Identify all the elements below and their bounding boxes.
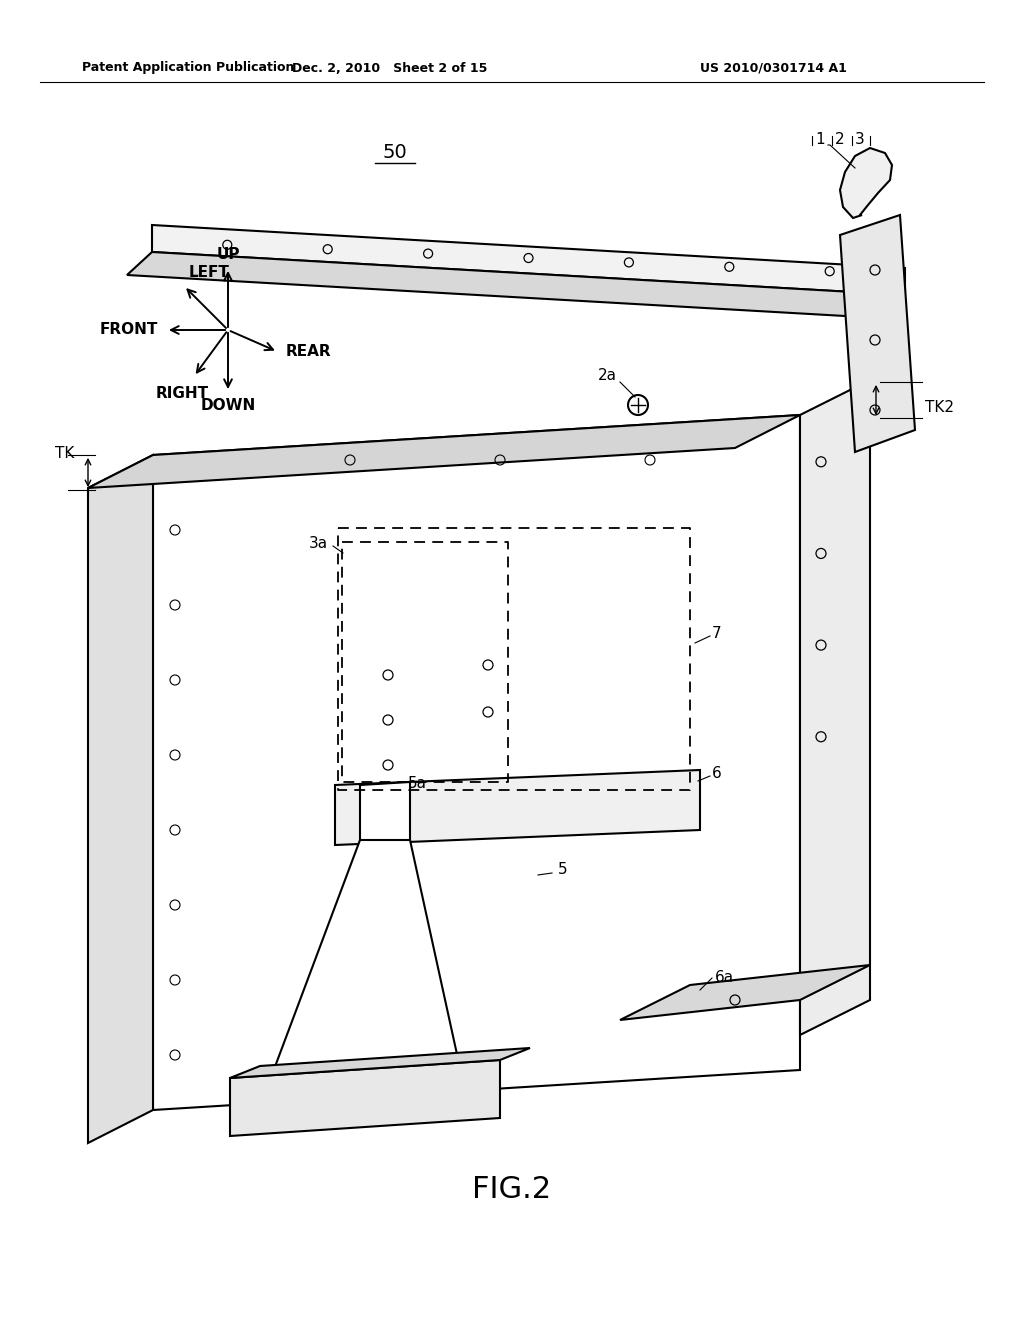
Text: REAR: REAR (286, 345, 331, 359)
Text: US 2010/0301714 A1: US 2010/0301714 A1 (700, 62, 847, 74)
Text: LEFT: LEFT (189, 265, 229, 280)
Polygon shape (230, 1060, 500, 1137)
Polygon shape (127, 252, 905, 318)
Text: FRONT: FRONT (99, 322, 158, 338)
Text: 2: 2 (836, 132, 845, 148)
Polygon shape (620, 965, 870, 1020)
Text: 1: 1 (815, 132, 824, 148)
Polygon shape (840, 215, 915, 451)
Text: 5: 5 (558, 862, 567, 878)
Polygon shape (840, 148, 892, 218)
Text: 2a: 2a (598, 367, 617, 383)
Polygon shape (335, 770, 700, 845)
Text: 50: 50 (383, 143, 408, 161)
Polygon shape (230, 1048, 530, 1078)
Text: TK: TK (55, 446, 75, 461)
Text: TK2: TK2 (925, 400, 954, 416)
Polygon shape (152, 224, 905, 294)
Text: 3: 3 (855, 132, 865, 148)
Text: 7: 7 (712, 626, 722, 640)
Text: Patent Application Publication: Patent Application Publication (82, 62, 294, 74)
Text: DOWN: DOWN (201, 399, 256, 413)
Text: Dec. 2, 2010   Sheet 2 of 15: Dec. 2, 2010 Sheet 2 of 15 (292, 62, 487, 74)
Polygon shape (88, 455, 153, 1143)
Text: 3a: 3a (309, 536, 328, 550)
Text: 6: 6 (712, 766, 722, 780)
Polygon shape (800, 380, 870, 1035)
Polygon shape (360, 781, 410, 1078)
Text: UP: UP (216, 247, 240, 261)
Text: FIG.2: FIG.2 (472, 1176, 552, 1204)
Polygon shape (270, 840, 460, 1080)
Polygon shape (153, 414, 800, 1110)
Text: RIGHT: RIGHT (156, 387, 209, 401)
Text: 5a: 5a (408, 776, 427, 791)
Polygon shape (88, 414, 800, 488)
Text: 6a: 6a (715, 970, 734, 986)
